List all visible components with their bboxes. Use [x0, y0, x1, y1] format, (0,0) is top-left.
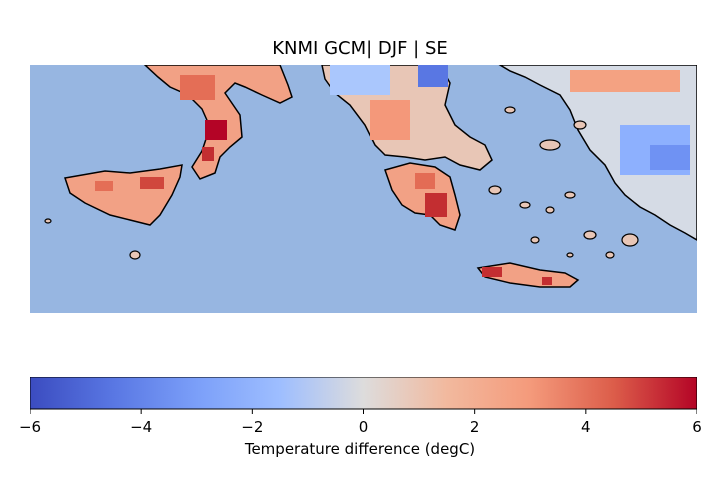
map-panel: [30, 65, 697, 313]
colorbar-gradient: [30, 377, 697, 410]
colorbar-tick-label: −6: [18, 418, 42, 436]
turkey-warm-north: [570, 70, 680, 92]
greece-north-cold2: [418, 65, 448, 87]
colorbar-tick-label: 2: [469, 418, 480, 436]
calabria-hotspot: [205, 120, 227, 140]
aegean-islands: [44, 106, 639, 260]
sicily-hotspot: [140, 177, 164, 189]
colorbar-tick-label: −2: [241, 418, 264, 436]
colorbar: [30, 377, 697, 414]
colorbar-tick-label: 4: [581, 418, 591, 436]
colorbar-label: Temperature difference (degC): [244, 440, 476, 458]
calabria-hot2: [202, 147, 214, 161]
colorbar-tick-label: 0: [358, 418, 369, 436]
peloponnese-hotspot: [425, 193, 447, 217]
colorbar-tick-label: −4: [130, 418, 153, 436]
greece-central-warm: [370, 100, 410, 140]
greece-north-cold: [330, 65, 390, 95]
western-turkey: [498, 65, 697, 241]
peloponnese-hot2: [415, 173, 435, 189]
turkey-cold-band2: [650, 145, 690, 170]
apennine-warm: [180, 75, 215, 100]
colorbar-tick-label: 6: [692, 418, 702, 436]
crete: [476, 262, 580, 288]
crete-hotspot: [482, 267, 502, 277]
chart-title: KNMI GCM| DJF | SE: [272, 38, 448, 59]
crete-hot2: [542, 277, 552, 285]
sicily-hot2: [95, 181, 113, 191]
colorbar-ticks: [30, 409, 697, 414]
